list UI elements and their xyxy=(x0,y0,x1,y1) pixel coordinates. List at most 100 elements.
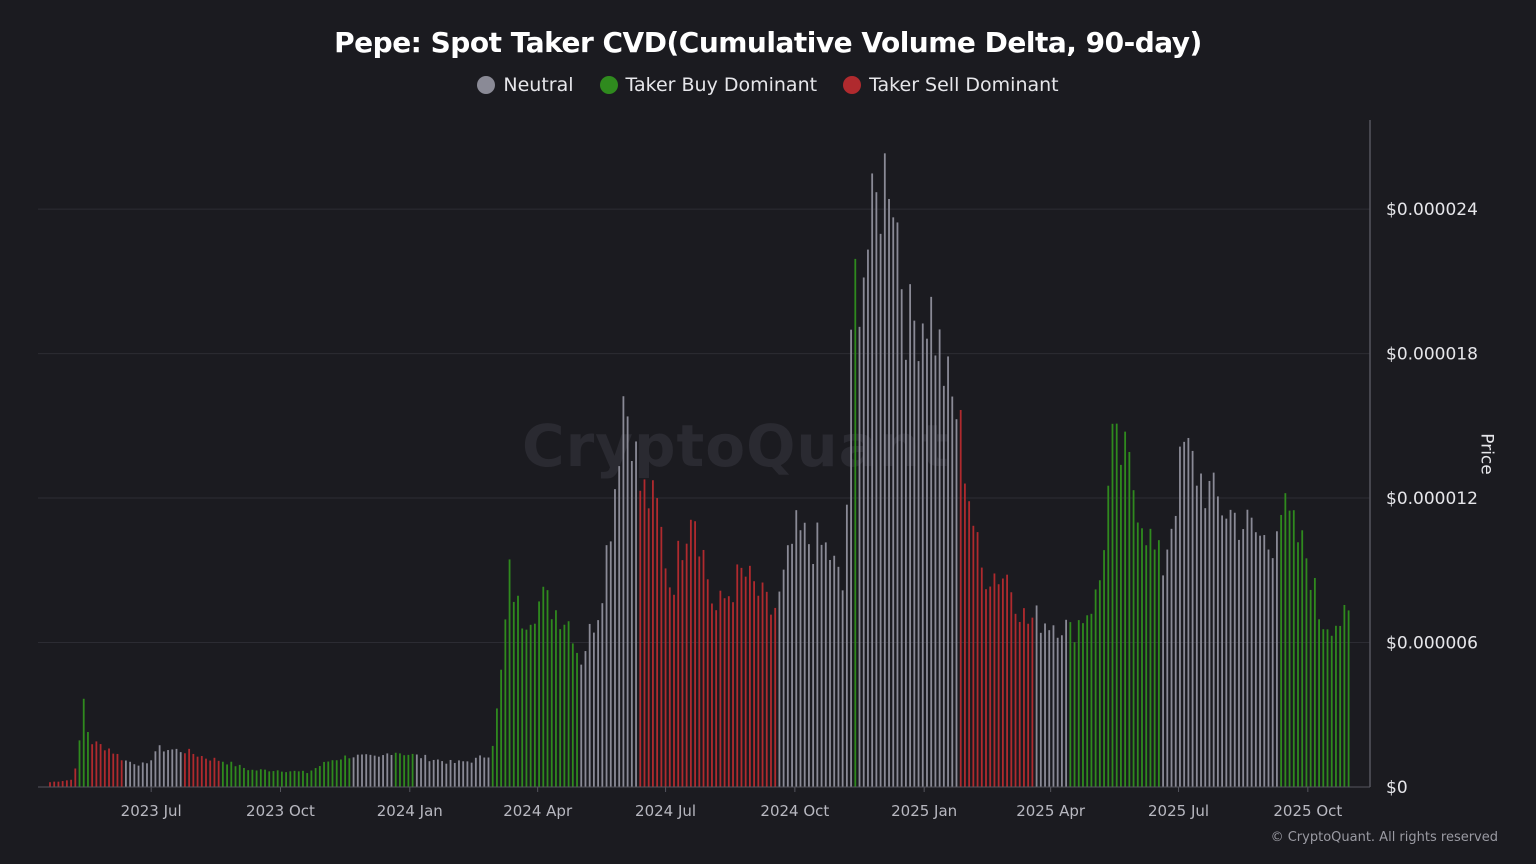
price-bar xyxy=(626,416,629,787)
price-bar xyxy=(753,581,756,787)
price-bar xyxy=(1023,608,1025,787)
price-bar xyxy=(150,760,153,787)
price-bar xyxy=(1141,528,1143,787)
price-bar xyxy=(445,763,448,787)
price-bar xyxy=(605,545,608,787)
price-bar xyxy=(449,759,452,787)
price-bar xyxy=(116,753,119,787)
price-bar xyxy=(668,587,671,787)
legend-label-neutral: Neutral xyxy=(503,74,574,96)
price-bar xyxy=(53,781,56,787)
price-bar xyxy=(205,758,207,787)
price-bar xyxy=(997,584,1000,787)
price-bar xyxy=(1318,619,1320,787)
price-bar xyxy=(652,480,654,787)
price-bar xyxy=(622,396,625,787)
price-bar xyxy=(1322,629,1325,787)
price-bar xyxy=(1280,514,1283,787)
price-bar xyxy=(706,579,709,787)
price-bar xyxy=(302,770,304,787)
price-bar xyxy=(1313,577,1316,787)
price-bar xyxy=(867,249,869,787)
price-bar xyxy=(470,762,473,787)
price-bar xyxy=(124,760,127,787)
price-bar xyxy=(318,766,321,787)
price-bar xyxy=(542,586,545,787)
price-bar xyxy=(618,466,621,787)
price-bar xyxy=(479,755,481,787)
price-bar xyxy=(888,198,890,788)
price-bar xyxy=(584,651,587,787)
price-bar xyxy=(483,757,486,787)
price-bar xyxy=(1006,574,1008,787)
legend-item-buy[interactable]: Taker Buy Dominant xyxy=(599,74,817,96)
x-tick-label: 2025 Apr xyxy=(1016,802,1086,820)
price-bar xyxy=(1052,625,1055,787)
price-bar xyxy=(1098,580,1101,787)
price-bar xyxy=(795,510,798,787)
price-bar xyxy=(297,771,300,787)
price-bar xyxy=(1056,637,1059,787)
price-bar xyxy=(167,750,169,787)
price-bar xyxy=(1238,539,1240,787)
price-bar xyxy=(685,543,688,787)
y-tick-label: $0.000012 xyxy=(1386,489,1478,509)
y-tick-label: $0.000024 xyxy=(1386,200,1478,220)
price-bar xyxy=(1048,630,1051,787)
legend-item-neutral[interactable]: Neutral xyxy=(477,74,574,96)
price-bar xyxy=(576,652,578,787)
price-bar xyxy=(1216,496,1219,787)
price-bar xyxy=(141,762,144,787)
price-bar xyxy=(614,489,616,787)
price-bar xyxy=(1347,610,1350,787)
price-bar xyxy=(597,620,600,787)
price-bar xyxy=(1326,629,1329,787)
price-bar xyxy=(1031,617,1034,787)
price-bar xyxy=(78,740,81,787)
price-bar xyxy=(921,323,924,787)
price-bar xyxy=(226,764,228,787)
price-bar xyxy=(517,595,519,787)
price-bar xyxy=(382,755,384,787)
price-bar xyxy=(1233,512,1236,787)
price-bar xyxy=(1339,625,1342,787)
price-bar xyxy=(192,753,195,787)
price-bar xyxy=(689,519,692,787)
price-bar xyxy=(432,759,435,787)
price-bar xyxy=(399,753,401,787)
price-bar xyxy=(1271,558,1274,787)
price-bar xyxy=(1014,613,1017,787)
price-bar xyxy=(883,153,886,788)
price-bar xyxy=(677,540,680,787)
price-bar xyxy=(436,759,439,787)
price-bar xyxy=(1001,578,1004,787)
price-bar xyxy=(323,761,325,787)
price-bar xyxy=(491,745,494,787)
price-bar xyxy=(74,768,77,787)
price-bar xyxy=(487,757,490,787)
price-bar xyxy=(293,770,296,787)
x-tick-label: 2024 Jan xyxy=(377,802,443,820)
price-bar xyxy=(786,545,789,787)
price-bar xyxy=(774,607,777,787)
price-bar xyxy=(1010,592,1013,787)
price-bar xyxy=(681,560,684,787)
x-tick-label: 2024 Jul xyxy=(635,802,696,820)
price-bar xyxy=(1073,642,1076,787)
price-bar xyxy=(1301,530,1304,787)
price-bar xyxy=(778,591,781,787)
price-bar xyxy=(280,771,283,787)
price-bar xyxy=(976,532,979,787)
price-bar xyxy=(1044,623,1046,787)
price-bar xyxy=(1018,621,1021,787)
legend-item-sell[interactable]: Taker Sell Dominant xyxy=(843,74,1059,96)
price-bar xyxy=(386,753,389,787)
price-bar xyxy=(466,761,469,787)
price-bar xyxy=(980,567,983,787)
price-bar xyxy=(82,698,85,787)
price-bar xyxy=(289,771,292,787)
price-bar xyxy=(340,759,342,787)
price-bar xyxy=(230,761,233,787)
price-bar xyxy=(841,590,844,787)
